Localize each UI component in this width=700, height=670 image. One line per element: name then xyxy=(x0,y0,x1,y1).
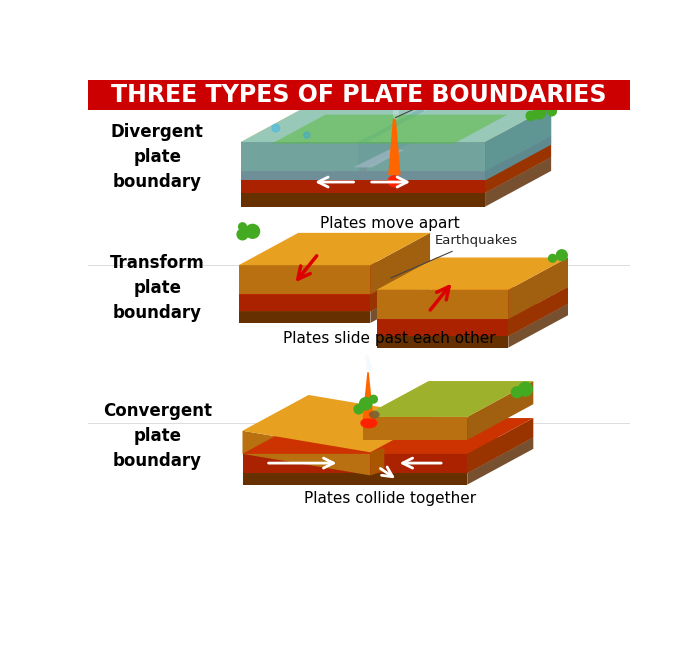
Circle shape xyxy=(304,132,310,138)
Ellipse shape xyxy=(392,75,397,86)
Circle shape xyxy=(246,224,260,239)
Polygon shape xyxy=(239,265,370,294)
Polygon shape xyxy=(468,438,533,484)
Circle shape xyxy=(512,387,522,397)
Ellipse shape xyxy=(389,94,396,110)
Polygon shape xyxy=(242,473,468,484)
Polygon shape xyxy=(370,279,430,323)
Polygon shape xyxy=(377,287,568,319)
Ellipse shape xyxy=(387,175,401,188)
Polygon shape xyxy=(239,312,370,323)
Polygon shape xyxy=(468,381,533,440)
Polygon shape xyxy=(241,157,551,193)
Polygon shape xyxy=(242,431,370,476)
Polygon shape xyxy=(241,142,485,180)
Polygon shape xyxy=(239,294,370,312)
Polygon shape xyxy=(368,106,551,142)
Polygon shape xyxy=(241,106,551,142)
Circle shape xyxy=(237,229,248,240)
Polygon shape xyxy=(242,438,533,473)
Polygon shape xyxy=(363,381,533,417)
Text: Transform
plate
boundary: Transform plate boundary xyxy=(110,255,204,322)
Circle shape xyxy=(370,395,377,403)
Polygon shape xyxy=(239,233,430,265)
Polygon shape xyxy=(242,395,436,452)
Circle shape xyxy=(526,111,536,121)
Polygon shape xyxy=(377,304,568,336)
Polygon shape xyxy=(239,279,430,312)
Polygon shape xyxy=(363,381,533,417)
Circle shape xyxy=(547,107,556,116)
Polygon shape xyxy=(368,142,485,172)
Ellipse shape xyxy=(366,361,372,371)
Polygon shape xyxy=(508,287,568,336)
Polygon shape xyxy=(508,304,568,348)
Polygon shape xyxy=(377,290,508,319)
Polygon shape xyxy=(370,233,430,294)
Circle shape xyxy=(360,397,372,410)
Polygon shape xyxy=(241,172,485,193)
Text: THREE TYPES OF PLATE BOUNDARIES: THREE TYPES OF PLATE BOUNDARIES xyxy=(111,83,606,107)
Polygon shape xyxy=(363,417,468,440)
Polygon shape xyxy=(377,336,508,348)
Polygon shape xyxy=(377,319,508,336)
Text: Plates collide together: Plates collide together xyxy=(304,491,476,506)
Polygon shape xyxy=(485,157,551,206)
Polygon shape xyxy=(241,106,424,142)
Polygon shape xyxy=(354,149,405,168)
Circle shape xyxy=(549,255,557,262)
Circle shape xyxy=(239,223,246,230)
Circle shape xyxy=(556,250,567,261)
Text: Plates slide past each other: Plates slide past each other xyxy=(284,331,496,346)
Polygon shape xyxy=(358,106,424,172)
Ellipse shape xyxy=(394,85,400,97)
Polygon shape xyxy=(242,454,468,473)
Polygon shape xyxy=(377,257,568,290)
Text: Plates move apart: Plates move apart xyxy=(320,216,460,231)
Polygon shape xyxy=(389,119,400,175)
Polygon shape xyxy=(241,142,358,172)
Bar xyxy=(88,80,630,110)
Polygon shape xyxy=(242,418,533,454)
Polygon shape xyxy=(485,106,551,172)
Polygon shape xyxy=(239,262,430,294)
Polygon shape xyxy=(370,262,430,312)
Polygon shape xyxy=(468,418,533,473)
Text: Earthquakes: Earthquakes xyxy=(391,234,518,278)
Circle shape xyxy=(354,405,363,414)
Polygon shape xyxy=(485,135,551,193)
Text: Ridge: Ridge xyxy=(395,87,466,118)
Polygon shape xyxy=(241,193,485,206)
Ellipse shape xyxy=(393,106,399,120)
Polygon shape xyxy=(363,373,374,419)
Polygon shape xyxy=(485,106,551,180)
Text: Divergent
plate
boundary: Divergent plate boundary xyxy=(111,123,204,191)
Text: Convergent
plate
boundary: Convergent plate boundary xyxy=(103,402,211,470)
Ellipse shape xyxy=(360,417,377,428)
Polygon shape xyxy=(370,448,384,476)
Circle shape xyxy=(272,125,280,132)
Circle shape xyxy=(519,383,533,396)
Polygon shape xyxy=(272,115,508,143)
Ellipse shape xyxy=(365,354,370,362)
Polygon shape xyxy=(241,135,551,172)
Circle shape xyxy=(533,107,545,119)
Ellipse shape xyxy=(369,411,379,419)
Polygon shape xyxy=(508,257,568,319)
